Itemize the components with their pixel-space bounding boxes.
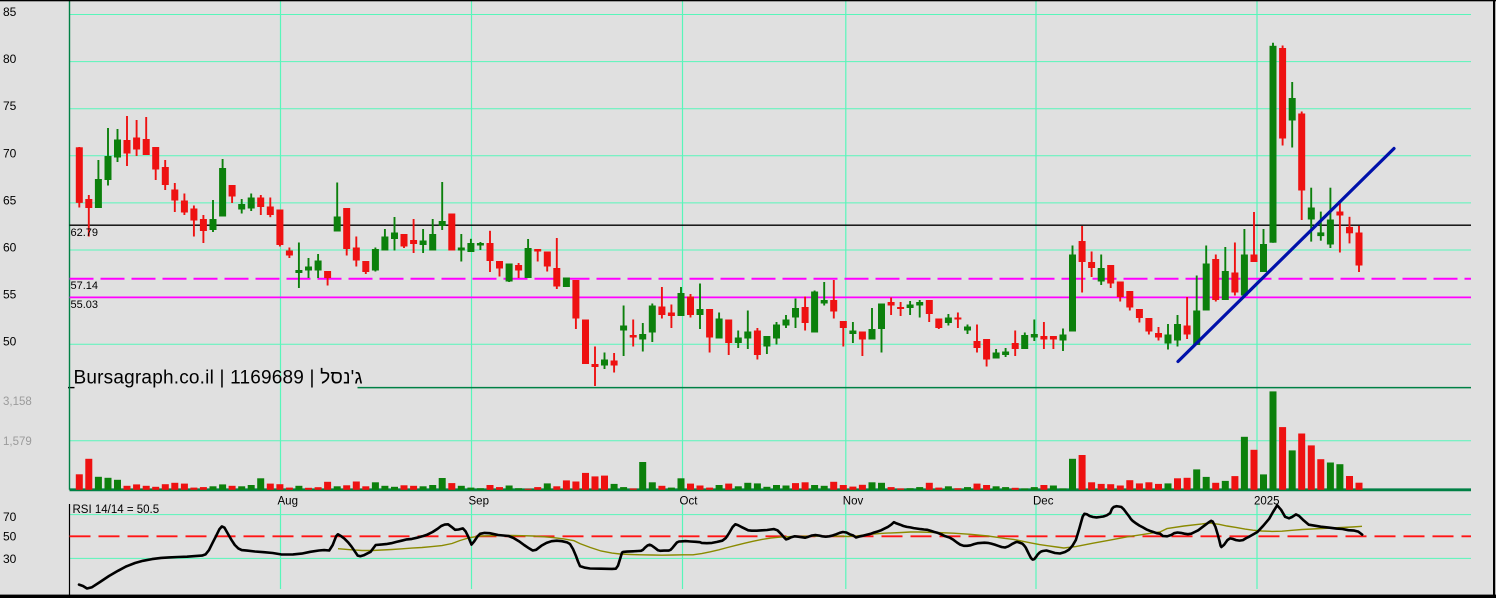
svg-text:Bursagraph.co.il | 1169689 | ג: Bursagraph.co.il | 1169689 | ג'נסל: [74, 368, 363, 389]
svg-text:RSI 14/14 = 50.5: RSI 14/14 = 50.5: [73, 504, 160, 516]
svg-text:70: 70: [3, 510, 17, 524]
svg-text:Dec: Dec: [1033, 496, 1054, 508]
svg-text:30: 30: [3, 552, 17, 566]
svg-text:50: 50: [3, 529, 17, 543]
svg-text:60: 60: [3, 241, 17, 255]
svg-text:80: 80: [3, 52, 17, 66]
svg-text:Nov: Nov: [843, 496, 864, 508]
svg-text:75: 75: [3, 99, 17, 113]
svg-text:57.14: 57.14: [71, 280, 99, 292]
svg-text:1,579: 1,579: [3, 436, 32, 448]
svg-text:55.03: 55.03: [71, 299, 99, 311]
svg-text:Oct: Oct: [680, 496, 699, 508]
svg-text:3,158: 3,158: [3, 396, 32, 408]
svg-text:2025: 2025: [1254, 496, 1280, 508]
svg-text:85: 85: [3, 5, 17, 19]
svg-text:Sep: Sep: [469, 496, 489, 508]
svg-text:65: 65: [3, 193, 17, 207]
svg-text:Aug: Aug: [278, 496, 298, 508]
svg-text:55: 55: [3, 288, 17, 302]
svg-text:62.79: 62.79: [71, 227, 99, 239]
svg-text:70: 70: [3, 146, 17, 160]
svg-text:50: 50: [3, 335, 17, 349]
